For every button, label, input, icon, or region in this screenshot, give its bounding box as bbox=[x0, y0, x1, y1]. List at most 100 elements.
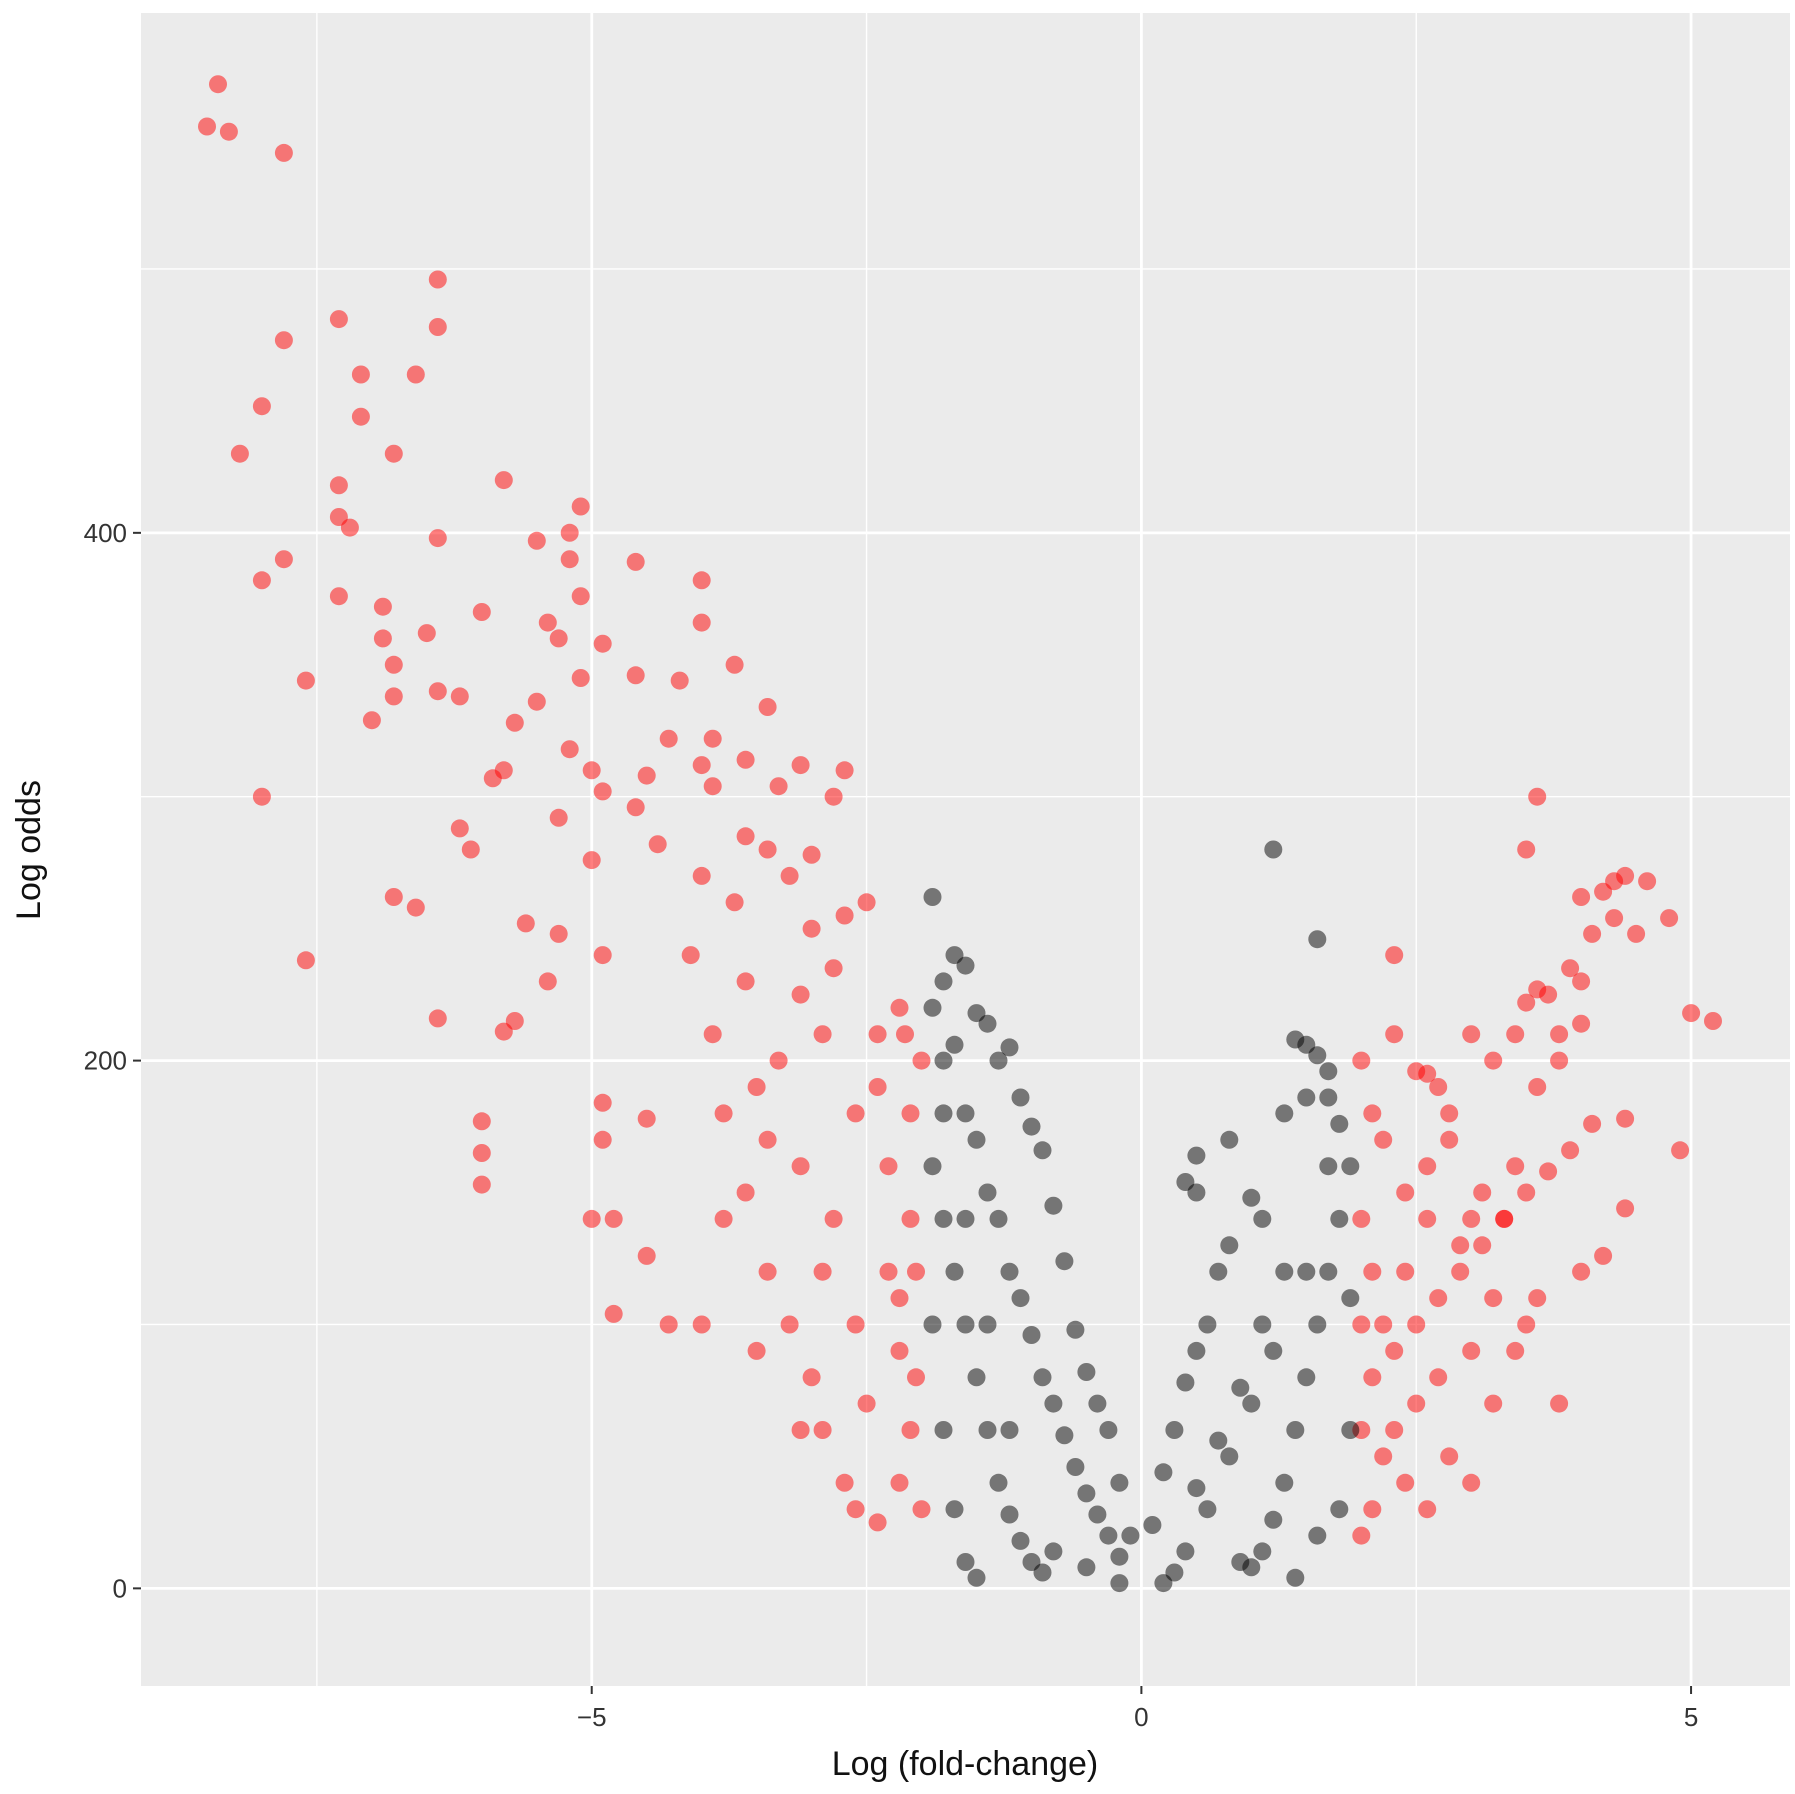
nonsignificant-point bbox=[1275, 1473, 1294, 1492]
significant-point bbox=[1462, 1209, 1481, 1228]
y-axis-title: Log odds bbox=[10, 780, 48, 920]
significant-point bbox=[384, 687, 403, 706]
nonsignificant-point bbox=[978, 1315, 997, 1334]
nonsignificant-point bbox=[1055, 1426, 1074, 1445]
significant-point bbox=[813, 1421, 832, 1439]
significant-point bbox=[1671, 1141, 1690, 1160]
significant-point bbox=[912, 1500, 931, 1519]
nonsignificant-point bbox=[1011, 1531, 1030, 1550]
significant-point bbox=[582, 761, 601, 780]
x-axis-title: Log (fold-change) bbox=[832, 1745, 1099, 1783]
significant-point bbox=[329, 476, 348, 495]
significant-point bbox=[571, 497, 590, 516]
significant-point bbox=[802, 919, 821, 938]
significant-point bbox=[1473, 1183, 1492, 1202]
significant-point bbox=[879, 1157, 898, 1176]
significant-point bbox=[472, 1144, 491, 1162]
significant-point bbox=[1429, 1078, 1448, 1096]
significant-point bbox=[1363, 1104, 1382, 1123]
significant-point bbox=[824, 1209, 843, 1228]
nonsignificant-point bbox=[1187, 1341, 1206, 1360]
significant-point bbox=[736, 750, 755, 769]
significant-point bbox=[802, 845, 821, 864]
significant-point bbox=[1385, 1025, 1404, 1044]
significant-point bbox=[1550, 1394, 1569, 1413]
significant-point bbox=[890, 1473, 909, 1492]
nonsignificant-point bbox=[945, 1500, 964, 1519]
significant-point bbox=[703, 1025, 722, 1044]
significant-point bbox=[1528, 787, 1547, 806]
significant-point bbox=[659, 1315, 678, 1334]
significant-point bbox=[692, 756, 711, 775]
nonsignificant-point bbox=[1176, 1542, 1195, 1561]
nonsignificant-point bbox=[978, 1014, 997, 1033]
significant-point bbox=[351, 407, 370, 426]
significant-point bbox=[769, 777, 788, 796]
nonsignificant-point bbox=[1286, 1568, 1305, 1587]
significant-point bbox=[681, 946, 700, 965]
nonsignificant-point bbox=[1044, 1542, 1063, 1561]
significant-point bbox=[890, 1289, 909, 1308]
significant-point bbox=[637, 1246, 656, 1265]
significant-point bbox=[1616, 866, 1635, 885]
nonsignificant-point bbox=[1165, 1421, 1184, 1439]
nonsignificant-point bbox=[1330, 1114, 1349, 1133]
nonsignificant-point bbox=[956, 1209, 975, 1228]
significant-point bbox=[450, 687, 469, 706]
significant-point bbox=[1440, 1447, 1459, 1466]
minor-gridlines bbox=[141, 13, 1790, 1686]
significant-point bbox=[703, 777, 722, 796]
significant-point bbox=[549, 629, 568, 648]
significant-point bbox=[527, 692, 546, 711]
nonsignificant-point bbox=[1253, 1209, 1272, 1228]
nonsignificant-point bbox=[1033, 1563, 1052, 1582]
significant-point bbox=[428, 318, 447, 336]
significant-point bbox=[516, 914, 535, 933]
significant-point bbox=[1517, 993, 1536, 1012]
significant-point bbox=[373, 597, 392, 616]
significant-point bbox=[626, 666, 645, 685]
significant-point bbox=[813, 1262, 832, 1281]
nonsignificant-point bbox=[1341, 1157, 1360, 1176]
significant-point bbox=[1407, 1394, 1426, 1413]
significant-point bbox=[1539, 985, 1558, 1004]
nonsignificant-point bbox=[1000, 1262, 1019, 1281]
significant-point bbox=[1440, 1104, 1459, 1123]
significant-point bbox=[791, 756, 810, 775]
significant-point bbox=[1528, 1289, 1547, 1308]
significant-point bbox=[1616, 1109, 1635, 1128]
significant-point bbox=[626, 552, 645, 571]
significant-point bbox=[1462, 1473, 1481, 1492]
significant-point bbox=[1462, 1341, 1481, 1360]
significant-point bbox=[1682, 1004, 1701, 1023]
nonsignificant-point bbox=[1187, 1479, 1206, 1498]
significant-point bbox=[1429, 1289, 1448, 1308]
nonsignificant-point bbox=[1253, 1542, 1272, 1561]
significant-point bbox=[219, 122, 238, 141]
significant-point bbox=[252, 787, 271, 806]
significant-point bbox=[714, 1104, 733, 1123]
significant-point bbox=[846, 1315, 865, 1334]
nonsignificant-point bbox=[1319, 1062, 1338, 1081]
significant-point bbox=[813, 1025, 832, 1044]
nonsignificant-point bbox=[1264, 1510, 1283, 1529]
significant-point bbox=[1407, 1315, 1426, 1334]
y-tick-label: 0 bbox=[113, 1573, 127, 1603]
significant-point bbox=[1451, 1262, 1470, 1281]
significant-point bbox=[1418, 1064, 1437, 1083]
nonsignificant-point bbox=[1198, 1315, 1217, 1334]
nonsignificant-point bbox=[967, 1368, 986, 1387]
nonsignificant-point bbox=[956, 1104, 975, 1123]
significant-point bbox=[907, 1262, 925, 1281]
significant-point bbox=[1385, 1341, 1404, 1360]
significant-point bbox=[802, 1368, 821, 1387]
significant-point bbox=[549, 808, 568, 827]
significant-point bbox=[406, 365, 425, 384]
significant-point bbox=[1352, 1051, 1371, 1070]
significant-point bbox=[296, 671, 315, 690]
significant-point bbox=[1704, 1012, 1722, 1030]
nonsignificant-point bbox=[945, 1262, 964, 1281]
nonsignificant-point bbox=[934, 1051, 953, 1070]
significant-point bbox=[692, 866, 711, 885]
